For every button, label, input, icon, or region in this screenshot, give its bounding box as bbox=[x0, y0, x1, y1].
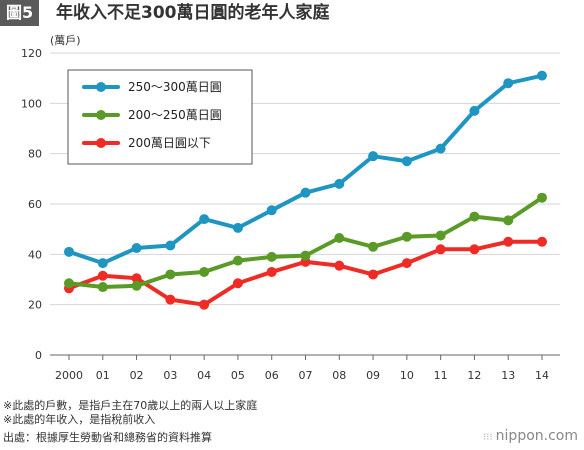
data-point bbox=[300, 250, 311, 261]
data-point bbox=[368, 151, 379, 162]
source-note: 出處：根據厚生勞動省和總務省的資料推算 bbox=[3, 431, 212, 444]
data-point bbox=[537, 236, 547, 247]
data-point bbox=[199, 214, 210, 225]
note-income: ※此處的年收入，是指稅前收入 bbox=[3, 413, 156, 426]
brand-logo: ⁝⁝⁝ nippon.com bbox=[483, 428, 578, 444]
data-point bbox=[64, 278, 74, 289]
notes: ※此處的戶數，是指戶主在70歲以上的兩人以上家庭 ※此處的年收入，是指稅前收入 … bbox=[3, 399, 463, 445]
data-point bbox=[537, 192, 547, 203]
data-point bbox=[131, 273, 142, 284]
chart-title: 年收入不足300萬日圓的老年人家庭 bbox=[56, 3, 330, 23]
series-layer bbox=[64, 70, 547, 310]
y-tick-label: 120 bbox=[21, 47, 42, 60]
data-point bbox=[469, 105, 480, 116]
y-tick-label: 100 bbox=[21, 97, 42, 110]
legend-label: 200萬日圓以下 bbox=[128, 136, 211, 150]
data-point bbox=[232, 278, 243, 289]
series-2 bbox=[64, 192, 547, 293]
data-point bbox=[266, 205, 277, 216]
figure-badge: 圖5 bbox=[0, 0, 40, 26]
x-tick-label: 12 bbox=[467, 369, 481, 382]
data-point bbox=[401, 156, 412, 167]
data-point bbox=[300, 187, 311, 198]
x-tick-label: 11 bbox=[434, 369, 448, 382]
x-tick-label: 09 bbox=[366, 369, 380, 382]
data-point bbox=[165, 269, 176, 280]
brand-text: nippon.com bbox=[495, 428, 578, 444]
legend-swatch-dot bbox=[96, 138, 106, 148]
data-point bbox=[266, 266, 277, 277]
note-households: ※此處的戶數，是指戶主在70歲以上的兩人以上家庭 bbox=[3, 399, 258, 412]
series-1 bbox=[64, 70, 547, 269]
x-tick-label: 03 bbox=[163, 369, 177, 382]
axes: 0 20 40 60 80 100 120 2000 01 02 03 04 05 06 07 08 09 10 1… bbox=[21, 47, 560, 382]
data-point bbox=[131, 280, 142, 291]
y-tick-label: 0 bbox=[35, 349, 42, 362]
data-point bbox=[64, 246, 74, 257]
data-point bbox=[469, 244, 480, 255]
legend-item: 250～300萬日圓 bbox=[82, 80, 222, 94]
series-line bbox=[67, 195, 544, 290]
data-point bbox=[131, 243, 142, 254]
data-point bbox=[469, 211, 480, 222]
x-tick-label: 04 bbox=[197, 369, 211, 382]
data-point bbox=[435, 244, 446, 255]
legend-label: 250～300萬日圓 bbox=[128, 80, 222, 94]
x-tick-label: 02 bbox=[130, 369, 144, 382]
y-axis-unit-label: (萬戶) bbox=[50, 34, 81, 47]
legend-item: 200～250萬日圓 bbox=[82, 108, 222, 122]
data-point bbox=[334, 260, 345, 271]
series-3 bbox=[64, 236, 547, 310]
y-tick-label: 80 bbox=[28, 148, 42, 161]
data-point bbox=[503, 236, 514, 247]
data-point bbox=[232, 222, 243, 233]
data-point bbox=[199, 299, 210, 310]
x-tick-label: 13 bbox=[501, 369, 515, 382]
x-tick-label: 05 bbox=[231, 369, 245, 382]
line-chart: (萬戶) 0 20 40 60 80 100 120 2000 01 02 03 04 05 06 07 08… bbox=[21, 34, 560, 382]
data-point bbox=[232, 255, 243, 266]
legend-swatch-dot bbox=[96, 110, 106, 120]
x-tick-label: 08 bbox=[332, 369, 346, 382]
y-tick-label: 60 bbox=[28, 198, 42, 211]
data-point bbox=[97, 258, 108, 269]
data-point bbox=[537, 70, 547, 81]
x-tick-label: 14 bbox=[535, 369, 549, 382]
data-point bbox=[97, 282, 108, 293]
legend-item: 200萬日圓以下 bbox=[82, 136, 211, 150]
data-point bbox=[165, 240, 176, 251]
y-tick-label: 40 bbox=[28, 248, 42, 261]
data-point bbox=[368, 241, 379, 252]
x-tick-label: 07 bbox=[299, 369, 313, 382]
x-tick-label: 01 bbox=[96, 369, 110, 382]
legend-swatch-dot bbox=[96, 82, 106, 92]
x-tick-label: 2000 bbox=[55, 369, 83, 382]
data-point bbox=[401, 231, 412, 242]
header: 圖5 年收入不足300萬日圓的老年人家庭 bbox=[0, 0, 584, 30]
x-tick-label: 06 bbox=[265, 369, 279, 382]
data-point bbox=[435, 230, 446, 241]
data-point bbox=[368, 269, 379, 280]
data-point bbox=[97, 270, 108, 281]
data-point bbox=[503, 78, 514, 89]
data-point bbox=[199, 266, 210, 277]
data-point bbox=[165, 294, 176, 305]
data-point bbox=[334, 178, 345, 189]
y-tick-label: 20 bbox=[28, 299, 42, 312]
legend: 250～300萬日圓 200～250萬日圓 200萬日圓以下 bbox=[67, 69, 253, 165]
data-point bbox=[334, 232, 345, 243]
data-point bbox=[266, 251, 277, 262]
data-point bbox=[401, 258, 412, 269]
legend-label: 200～250萬日圓 bbox=[128, 108, 222, 122]
data-point bbox=[435, 143, 446, 154]
brand-dots-icon: ⁝⁝⁝ bbox=[483, 432, 493, 443]
x-tick-label: 10 bbox=[400, 369, 414, 382]
data-point bbox=[503, 215, 514, 226]
